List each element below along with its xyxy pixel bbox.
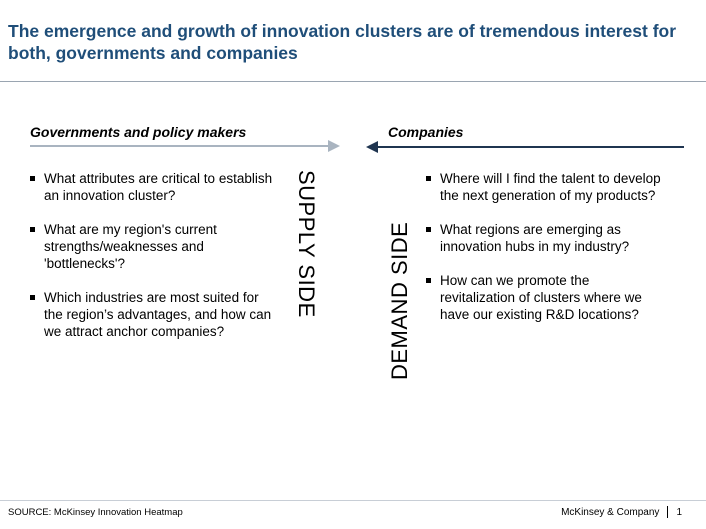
footer-separator <box>667 506 669 518</box>
source-note: SOURCE: McKinsey Innovation Heatmap <box>8 507 183 518</box>
right-arrow-line <box>376 146 684 148</box>
right-bullet-list: Where will I find the talent to develop … <box>426 170 666 323</box>
footer: McKinsey & Company 1 <box>561 506 682 518</box>
left-bullet-2: What are my region's current strengths/w… <box>30 221 275 272</box>
title-divider <box>0 81 706 82</box>
right-bullet-1: Where will I find the talent to develop … <box>426 170 666 204</box>
demand-side-label: DEMAND SIDE <box>387 221 412 380</box>
page-number: 1 <box>676 506 682 518</box>
right-bullet-3: How can we promote the revitalization of… <box>426 272 666 323</box>
left-arrow-line <box>30 145 330 147</box>
supply-side-label: SUPPLY SIDE <box>294 170 319 318</box>
left-bullet-1: What attributes are critical to establis… <box>30 170 275 204</box>
footer-brand: McKinsey & Company <box>561 506 660 518</box>
left-bullet-3: Which industries are most suited for the… <box>30 289 275 340</box>
footer-divider <box>0 500 706 501</box>
right-column-heading: Companies <box>388 124 464 140</box>
right-bullet-2: What regions are emerging as innovation … <box>426 221 666 255</box>
left-arrow-head-icon <box>328 140 340 152</box>
slide-title: The emergence and growth of innovation c… <box>8 21 677 63</box>
left-bullet-list: What attributes are critical to establis… <box>30 170 275 340</box>
left-column-heading: Governments and policy makers <box>30 124 247 140</box>
right-arrow-head-icon <box>366 141 378 153</box>
